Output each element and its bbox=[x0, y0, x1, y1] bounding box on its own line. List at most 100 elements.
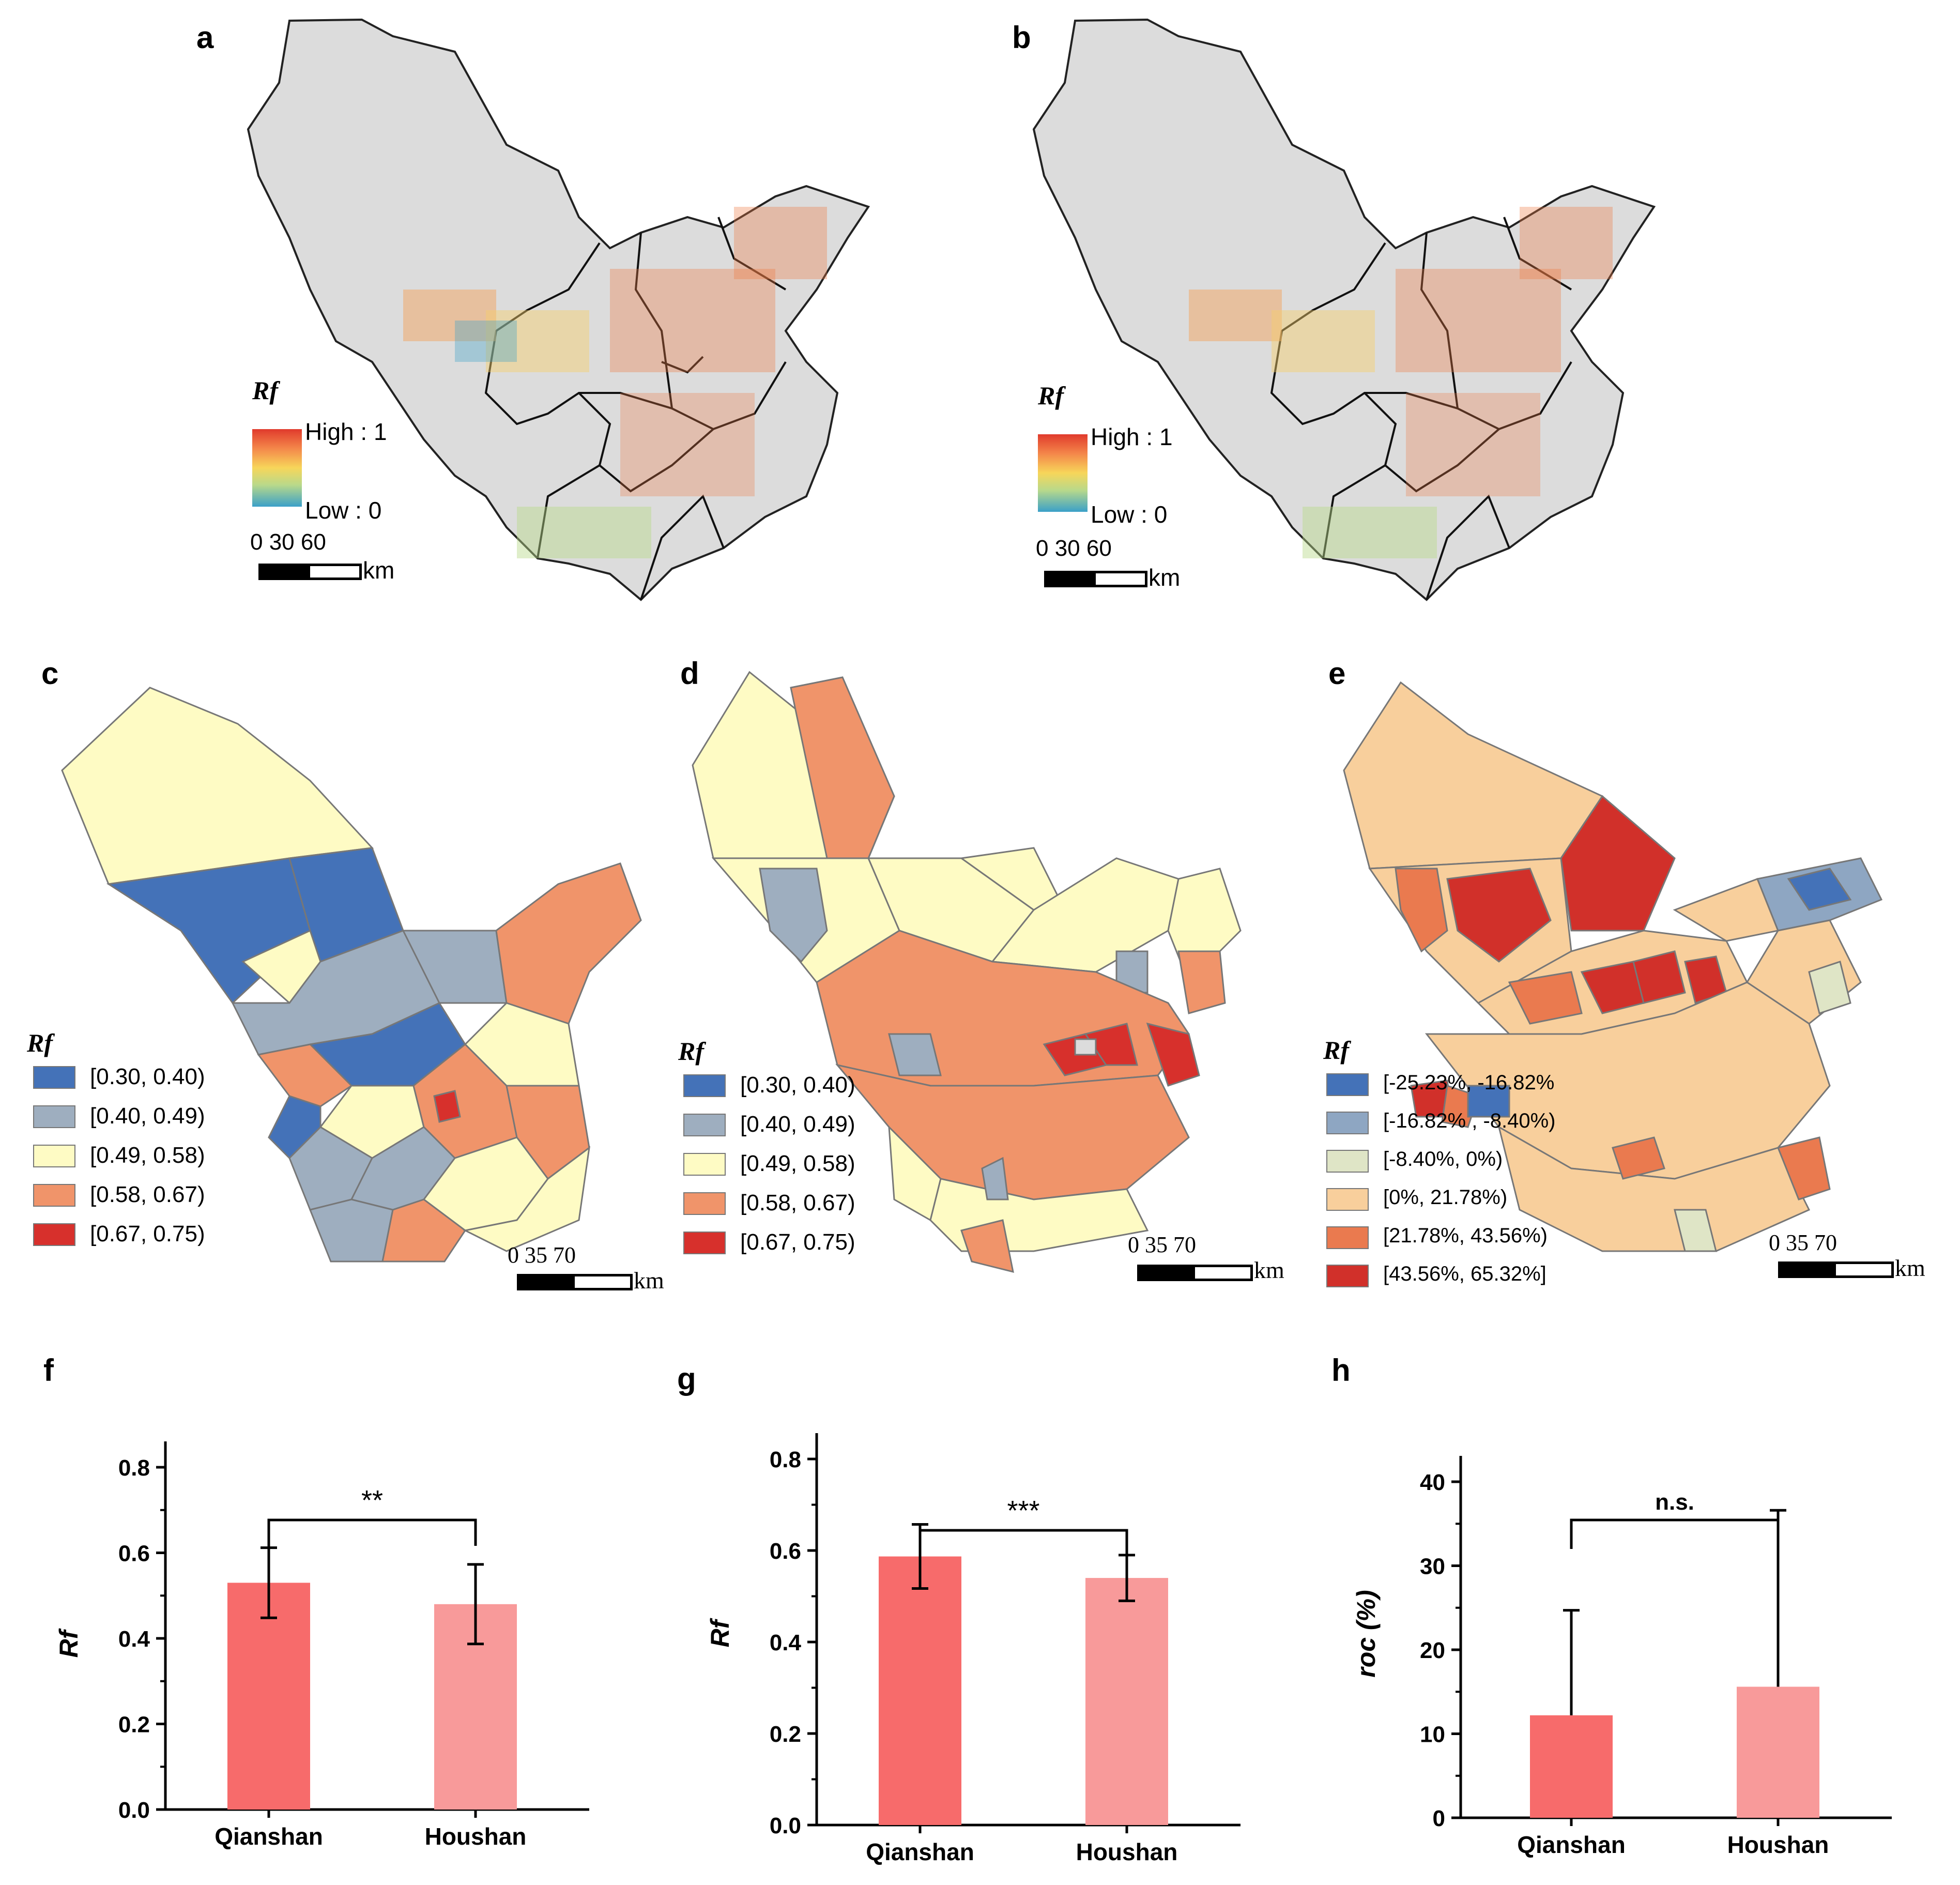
panel-h-label: h bbox=[1331, 1353, 1351, 1388]
legend-swatch bbox=[683, 1232, 726, 1254]
region-outline bbox=[1032, 18, 1656, 601]
y-tick-label: 0.6 bbox=[770, 1539, 801, 1564]
bar-houshan bbox=[1085, 1578, 1168, 1825]
legend-label: [0.40, 0.49) bbox=[740, 1112, 855, 1137]
gradient-low-label: Low : 0 bbox=[305, 497, 382, 524]
legend-label: [-25.23%, -16.82% bbox=[1383, 1071, 1555, 1094]
legend-swatch bbox=[683, 1192, 726, 1215]
gradient-high-label: High : 1 bbox=[1091, 423, 1173, 450]
x-tick-label: Houshan bbox=[1076, 1838, 1178, 1865]
significance-label: n.s. bbox=[1655, 1489, 1694, 1515]
x-tick-label: Qianshan bbox=[215, 1823, 323, 1850]
class-legend-title: Rf bbox=[678, 1037, 704, 1066]
gradient-bar bbox=[252, 429, 302, 507]
legend-label: [43.56%, 65.32%] bbox=[1383, 1263, 1546, 1285]
y-tick-label: 0.8 bbox=[770, 1447, 801, 1472]
scale-bar bbox=[517, 1274, 633, 1290]
bar-qianshan bbox=[1530, 1715, 1613, 1818]
y-tick-label: 0.4 bbox=[118, 1626, 150, 1652]
bar-qianshan bbox=[879, 1556, 961, 1825]
scale-unit: km bbox=[1254, 1257, 1284, 1283]
significance-label: ** bbox=[361, 1485, 383, 1516]
legend-label: [0.58, 0.67) bbox=[740, 1190, 855, 1215]
rf-speckle bbox=[1189, 207, 1613, 558]
gradient-high-label: High : 1 bbox=[305, 418, 387, 445]
y-tick-label: 0.6 bbox=[118, 1541, 150, 1567]
y-tick-label: 30 bbox=[1420, 1554, 1445, 1579]
panel-d: d Rf [0.30, 0.40) [0.40, bbox=[672, 641, 1313, 1313]
panel-e: e Rf [-25.23%, bbox=[1313, 641, 1960, 1313]
y-tick-label: 0.0 bbox=[770, 1813, 801, 1838]
bar-qianshan bbox=[227, 1583, 310, 1810]
scale-ticks: 0 35 70 bbox=[1128, 1232, 1196, 1257]
rf-speckle bbox=[403, 207, 827, 558]
y-axis-label: Rf bbox=[54, 1628, 83, 1658]
legend-label: [0.30, 0.40) bbox=[90, 1064, 205, 1089]
scale-ticks: 0 35 70 bbox=[508, 1242, 576, 1268]
y-tick-label: 0 bbox=[1433, 1806, 1445, 1831]
scale-unit: km bbox=[634, 1267, 664, 1294]
significance-bracket bbox=[267, 1518, 477, 1551]
district-boundaries bbox=[1270, 217, 1572, 600]
panel-g: g 0.0 0.2 0.4 0.6 0.8 Qianshan Houshan *** Rf bbox=[651, 1324, 1303, 1885]
panel-f: f 0.0 0.2 0.4 0.6 0.8 Qianshan Houshan ** Rf bbox=[0, 1324, 651, 1885]
map-a bbox=[247, 18, 870, 601]
legend-swatch bbox=[1326, 1112, 1369, 1134]
class-legend-title: Rf bbox=[27, 1028, 53, 1057]
chart-h: 0 10 20 30 40 Qianshan Houshan n.s. roc (%) bbox=[1352, 1456, 1892, 1858]
scale-bar bbox=[258, 564, 362, 580]
scale-bar bbox=[1044, 571, 1147, 587]
legend-swatch bbox=[1326, 1150, 1369, 1173]
panel-c: c Rf [0.30, 0.40) [0.40, bbox=[0, 641, 672, 1313]
significance-bracket bbox=[1570, 1518, 1780, 1549]
panel-g-label: g bbox=[677, 1361, 696, 1396]
scale-bar bbox=[1778, 1261, 1894, 1278]
gradient-low-label: Low : 0 bbox=[1091, 501, 1168, 528]
panel-e-label: e bbox=[1328, 656, 1346, 691]
significance-label: *** bbox=[1007, 1495, 1039, 1526]
map-b bbox=[1032, 18, 1656, 601]
panel-d-label: d bbox=[680, 656, 699, 691]
legend-label: [0.40, 0.49) bbox=[90, 1103, 205, 1129]
chart-f: 0.0 0.2 0.4 0.6 0.8 Qianshan Houshan ** Rf bbox=[54, 1441, 589, 1850]
map-c bbox=[61, 687, 642, 1263]
panel-b-label: b bbox=[1012, 20, 1031, 55]
map-d bbox=[692, 671, 1242, 1273]
legend-swatch bbox=[683, 1114, 726, 1136]
y-tick-label: 0.0 bbox=[118, 1798, 150, 1823]
significance-bracket bbox=[918, 1529, 1128, 1559]
y-tick-label: 0.8 bbox=[118, 1455, 150, 1481]
scale-unit: km bbox=[1895, 1255, 1925, 1281]
map-e bbox=[1343, 681, 1883, 1252]
y-tick-label: 40 bbox=[1420, 1470, 1445, 1495]
panel-f-label: f bbox=[43, 1353, 54, 1388]
y-tick-label: 20 bbox=[1420, 1638, 1445, 1663]
gradient-legend-title: Rf bbox=[1038, 381, 1064, 410]
y-axis-label: roc (%) bbox=[1352, 1590, 1381, 1677]
panel-b: b Rf High : 1 Low : 0 0 30 60 km bbox=[982, 0, 1960, 631]
legend-label: [0.49, 0.58) bbox=[740, 1151, 855, 1176]
legend-swatch bbox=[33, 1066, 75, 1089]
legend-swatch bbox=[683, 1153, 726, 1176]
legend-label: [0.30, 0.40) bbox=[740, 1072, 855, 1098]
legend-swatch bbox=[33, 1223, 75, 1246]
x-tick-label: Qianshan bbox=[866, 1838, 974, 1865]
region-outline bbox=[247, 18, 870, 601]
panel-a-label: a bbox=[196, 20, 214, 55]
scale-ticks: 0 30 60 bbox=[250, 529, 326, 555]
scale-ticks: 0 30 60 bbox=[1036, 536, 1112, 561]
legend-swatch bbox=[33, 1105, 75, 1128]
legend-label: [0.67, 0.75) bbox=[740, 1229, 855, 1255]
legend-label: [0.67, 0.75) bbox=[90, 1221, 205, 1246]
legend-label: [-16.82% , -8.40%) bbox=[1383, 1109, 1556, 1132]
panel-h: h 0 10 20 30 40 Qianshan Houshan n.s. roc (%) bbox=[1303, 1324, 1960, 1885]
legend-swatch bbox=[1326, 1188, 1369, 1211]
legend-swatch bbox=[1326, 1265, 1369, 1287]
legend-label: [21.78%, 43.56%) bbox=[1383, 1224, 1548, 1247]
legend-swatch bbox=[33, 1184, 75, 1207]
gradient-bar bbox=[1038, 434, 1088, 512]
bar-houshan bbox=[1737, 1686, 1819, 1818]
class-legend-title: Rf bbox=[1323, 1036, 1349, 1065]
x-tick-label: Houshan bbox=[425, 1823, 527, 1850]
x-tick-label: Houshan bbox=[1727, 1831, 1829, 1858]
